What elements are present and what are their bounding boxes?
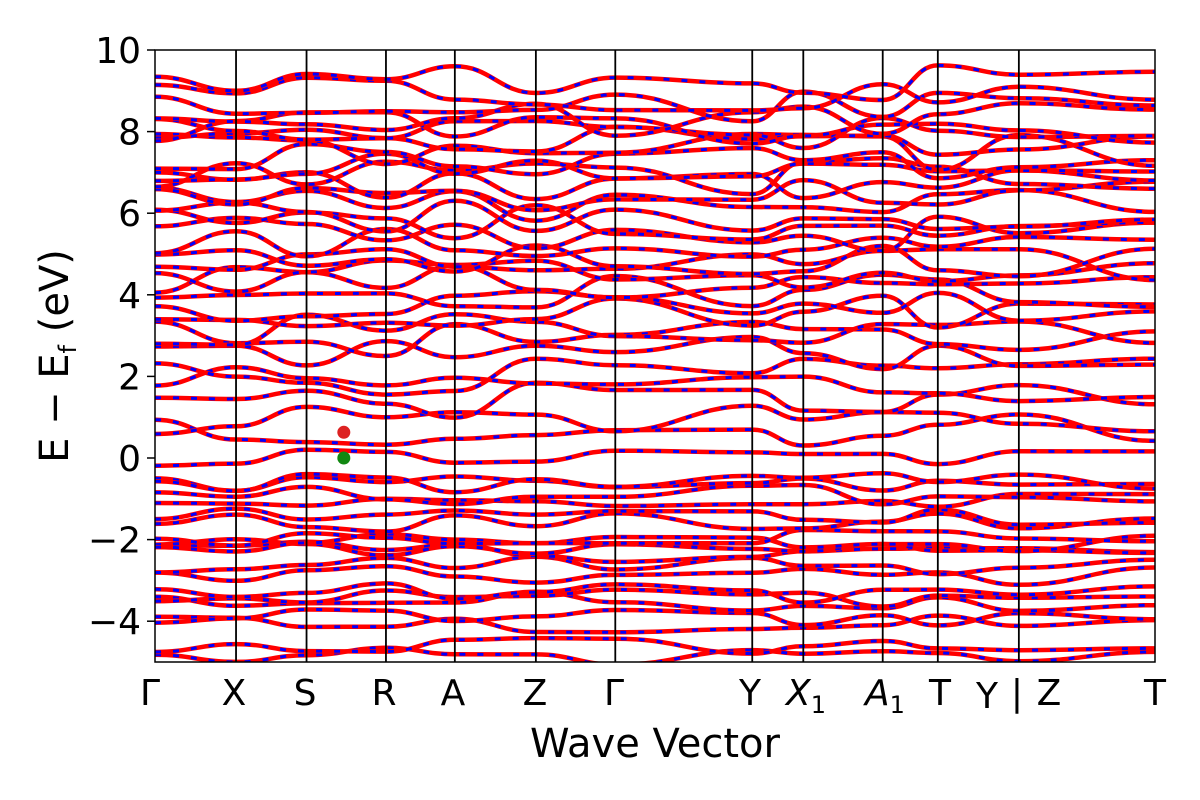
band-line-red	[155, 243, 1155, 279]
x-tick-label: X1	[784, 673, 826, 719]
x-tick-label: Z	[523, 673, 548, 714]
band-line-red	[155, 198, 1155, 234]
y-tick-label: 4	[118, 276, 141, 317]
x-tick-label: Γ	[140, 673, 160, 714]
x-tick-label: A1	[863, 673, 905, 719]
band-line-blue-dashed	[155, 110, 1155, 146]
cbm-marker	[337, 425, 351, 439]
y-tick-label: −2	[88, 521, 141, 562]
band-line-blue-dashed	[155, 178, 1155, 212]
x-tick-label: |	[1011, 673, 1023, 714]
band-line-blue-dashed	[155, 289, 1155, 323]
band-line-blue-dashed	[155, 90, 1155, 123]
y-tick-label: 10	[95, 31, 141, 72]
x-axis-ticks: Γ X S R A Z Γ Y X1 A1 T Y | Z T	[140, 673, 1167, 719]
y-axis-ticks: −4 −2 0 2 4 6 8 10	[88, 31, 155, 643]
kpoint-divider-lines	[235, 50, 1020, 662]
x-tick-label: A	[441, 673, 466, 714]
y-tick-label: 8	[118, 113, 141, 154]
y-tick-label: 2	[118, 357, 141, 398]
band-line-blue-dashed	[155, 247, 1155, 282]
band-line-blue-dashed	[155, 116, 1155, 150]
band-line-red	[155, 89, 1155, 124]
band-line-blue-dashed	[155, 507, 1155, 527]
band-edge-markers	[337, 425, 351, 465]
band-line-blue-dashed	[155, 101, 1155, 138]
band-line-blue-dashed	[155, 227, 1155, 259]
band-line-red	[155, 63, 1155, 103]
band-line-blue-dashed	[155, 528, 1155, 548]
x-tick-label: Γ	[604, 673, 624, 714]
band-line-red	[155, 447, 1155, 468]
band-line-red	[155, 635, 1155, 656]
vbm-marker	[337, 451, 351, 465]
band-lines	[155, 63, 1155, 662]
x-axis-title: Wave Vector	[530, 721, 781, 767]
band-line-blue-dashed	[155, 365, 1155, 403]
x-tick-label: R	[371, 673, 396, 714]
x-tick-label: Y	[975, 676, 999, 717]
y-tick-label: 6	[118, 194, 141, 235]
x-tick-label: Z	[1037, 673, 1062, 714]
band-line-red	[155, 412, 1155, 448]
y-tick-label: −4	[88, 602, 141, 643]
x-tick-label: T	[1143, 673, 1167, 714]
y-axis-title: E − Ef (eV)	[32, 249, 82, 463]
band-line-blue-dashed	[155, 607, 1155, 627]
y-tick-label: 0	[118, 439, 141, 480]
band-line-red	[155, 613, 1155, 635]
band-line-blue-dashed	[155, 614, 1155, 634]
band-line-blue-dashed	[155, 636, 1155, 656]
band-line-blue-dashed	[155, 63, 1155, 102]
plot-frame	[154, 49, 1156, 663]
band-line-blue-dashed	[155, 264, 1155, 300]
band-line-blue-dashed	[155, 412, 1155, 448]
band-line-blue-dashed	[155, 483, 1155, 506]
x-tick-label: S	[294, 673, 317, 714]
x-tick-label: Y	[738, 673, 762, 714]
x-tick-label: X	[222, 673, 247, 714]
x-tick-label: T	[928, 673, 952, 714]
band-line-blue-dashed	[155, 215, 1155, 253]
